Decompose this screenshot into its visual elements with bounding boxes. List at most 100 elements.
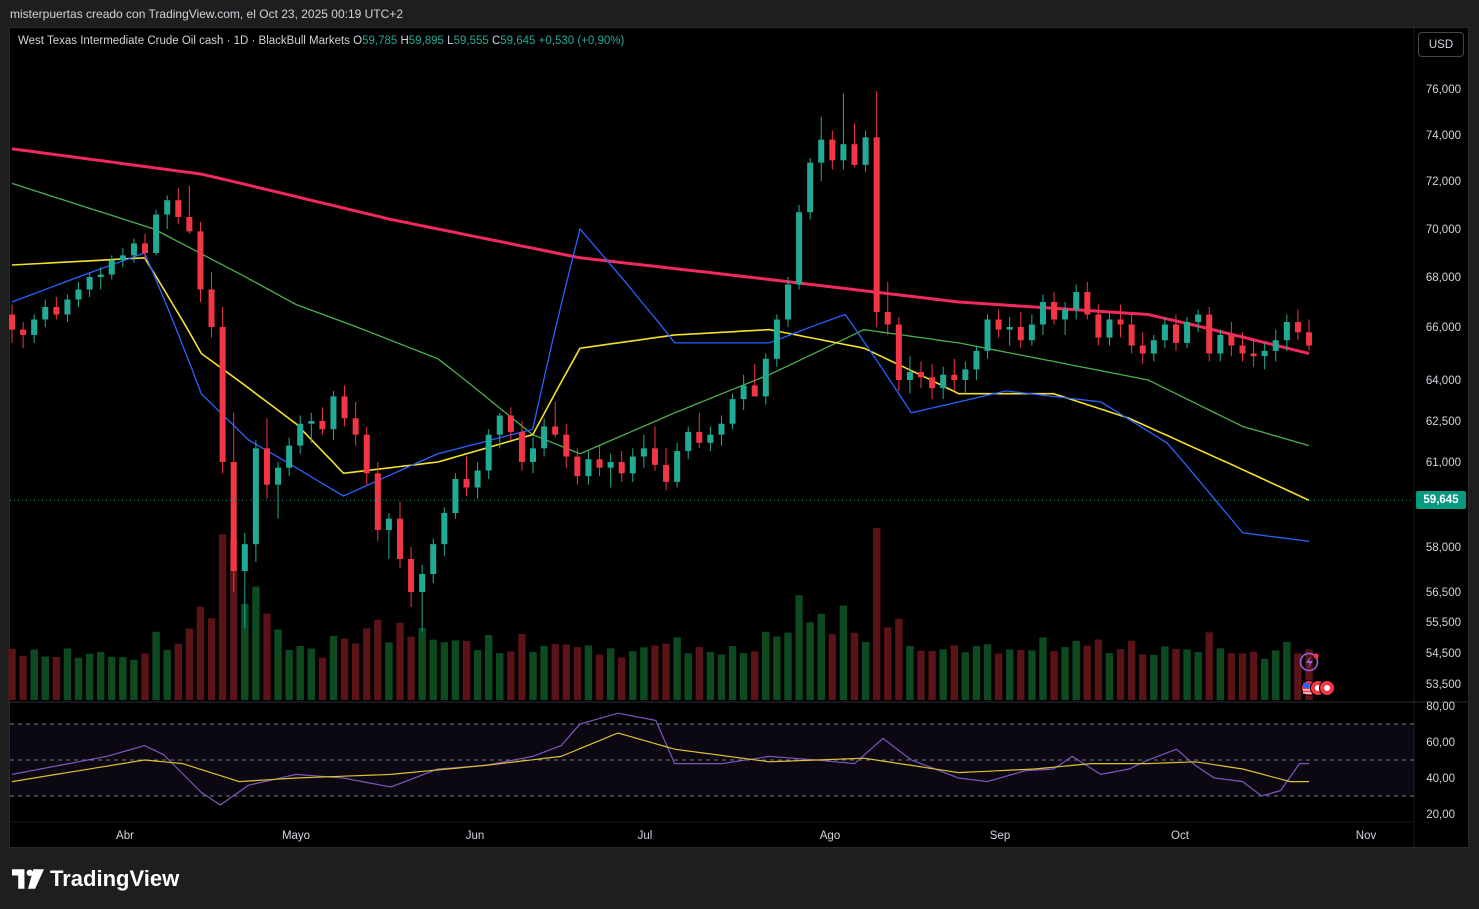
candle-body (1051, 302, 1058, 320)
lightning-icon[interactable] (1299, 652, 1319, 672)
candle-body (906, 372, 913, 380)
volume-bar (507, 651, 515, 700)
volume-bar (795, 595, 803, 700)
tradingview-brand[interactable]: TradingView (12, 866, 179, 892)
volume-bar (19, 655, 27, 700)
candle-body (463, 479, 470, 488)
volume-bar (817, 613, 825, 700)
volume-bar (662, 643, 670, 700)
candle-body (1062, 309, 1069, 320)
ma-line-ema-20 (11, 256, 1310, 502)
low-value: 59,555 (453, 35, 489, 47)
candle-body (962, 369, 969, 380)
volume-bar (218, 534, 227, 700)
candle-body (674, 451, 681, 482)
volume-bar (1272, 650, 1280, 700)
volume-bar (241, 603, 249, 700)
close-label: C (491, 35, 501, 47)
candle-body (618, 462, 625, 474)
volume-bar (595, 654, 604, 700)
candle-body (884, 312, 891, 325)
price-tick-label: 72,000 (1426, 176, 1461, 188)
price-tick-label: 55,500 (1426, 617, 1461, 629)
volume-bar (540, 645, 548, 700)
volume-bar (728, 646, 737, 700)
candle-body (1195, 314, 1202, 322)
volume-bar (1249, 651, 1258, 700)
open-value: 59,785 (362, 35, 398, 47)
candle-body (507, 415, 514, 432)
volume-bar (185, 628, 194, 700)
volume-bar (839, 605, 848, 700)
volume-bar (983, 644, 992, 700)
volume-bar (1028, 650, 1036, 700)
volume-bar (972, 646, 981, 700)
time-tick-label: Oct (1171, 830, 1190, 842)
candle-body (895, 324, 902, 380)
candle-body (873, 137, 880, 312)
volume-bar (85, 653, 94, 700)
volume-bar (141, 653, 149, 700)
volume-bar (329, 636, 338, 700)
currency-button[interactable]: USD (1418, 32, 1464, 57)
volume-bar (784, 632, 792, 700)
volume-bar (717, 654, 726, 700)
volume-bar (152, 631, 160, 700)
volume-bar (1094, 639, 1103, 700)
price-tick-label: 56,500 (1426, 587, 1461, 599)
candle-body (585, 459, 592, 477)
volume-bar (52, 657, 61, 700)
candle-body (75, 289, 82, 300)
event-icon[interactable] (1310, 680, 1335, 696)
candle-body (1106, 319, 1113, 338)
candle-body (940, 374, 947, 389)
price-tick-label: 70,000 (1426, 224, 1461, 236)
volume-bar (850, 632, 859, 700)
candle-body (341, 396, 348, 419)
candle-body (1228, 334, 1235, 346)
candles (9, 91, 1312, 632)
candle-body (308, 421, 315, 424)
volume-bar (906, 645, 914, 700)
close-value: 59,645 (500, 35, 536, 47)
volume-bar (1139, 654, 1147, 700)
candle-body (252, 448, 259, 545)
candle-body (1084, 292, 1091, 315)
candle-body (740, 385, 747, 400)
volume-bar (994, 653, 1003, 700)
chart-frame[interactable] (9, 27, 1469, 848)
rsi-tick-label: 40,00 (1426, 773, 1455, 785)
volume-bar (440, 642, 449, 700)
volume-bar (407, 636, 415, 700)
candle-body (408, 559, 415, 592)
volume-bar (418, 628, 426, 700)
volume-bar (895, 618, 903, 700)
volume-bar (285, 649, 293, 700)
candle-body (1128, 324, 1135, 346)
volume-bar (1017, 649, 1025, 700)
time-tick-label: Mayo (282, 830, 310, 842)
candle-body (363, 434, 370, 474)
candle-body (973, 350, 980, 370)
volume-bar (1105, 653, 1114, 700)
candle-body (9, 314, 15, 330)
volume-bar (573, 647, 582, 700)
candle-body (607, 462, 614, 468)
volume-bar (618, 657, 626, 700)
candle-body (851, 144, 858, 165)
event-icons (1299, 652, 1335, 696)
candle-body (97, 274, 104, 277)
candle-body (53, 307, 60, 315)
symbol-title: West Texas Intermediate Crude Oil cash ·… (18, 35, 350, 47)
candle-body (995, 319, 1002, 330)
candle-body (1095, 314, 1102, 338)
rsi-line-rsi-ma (11, 732, 1309, 783)
candle-body (374, 473, 381, 530)
candle-body (1161, 324, 1168, 341)
candle-body (1117, 319, 1124, 325)
symbol-legend: West Texas Intermediate Crude Oil cash ·… (18, 35, 624, 47)
volume-bar (207, 618, 216, 700)
candle-body (1017, 327, 1024, 341)
volume-bar (1238, 653, 1247, 700)
